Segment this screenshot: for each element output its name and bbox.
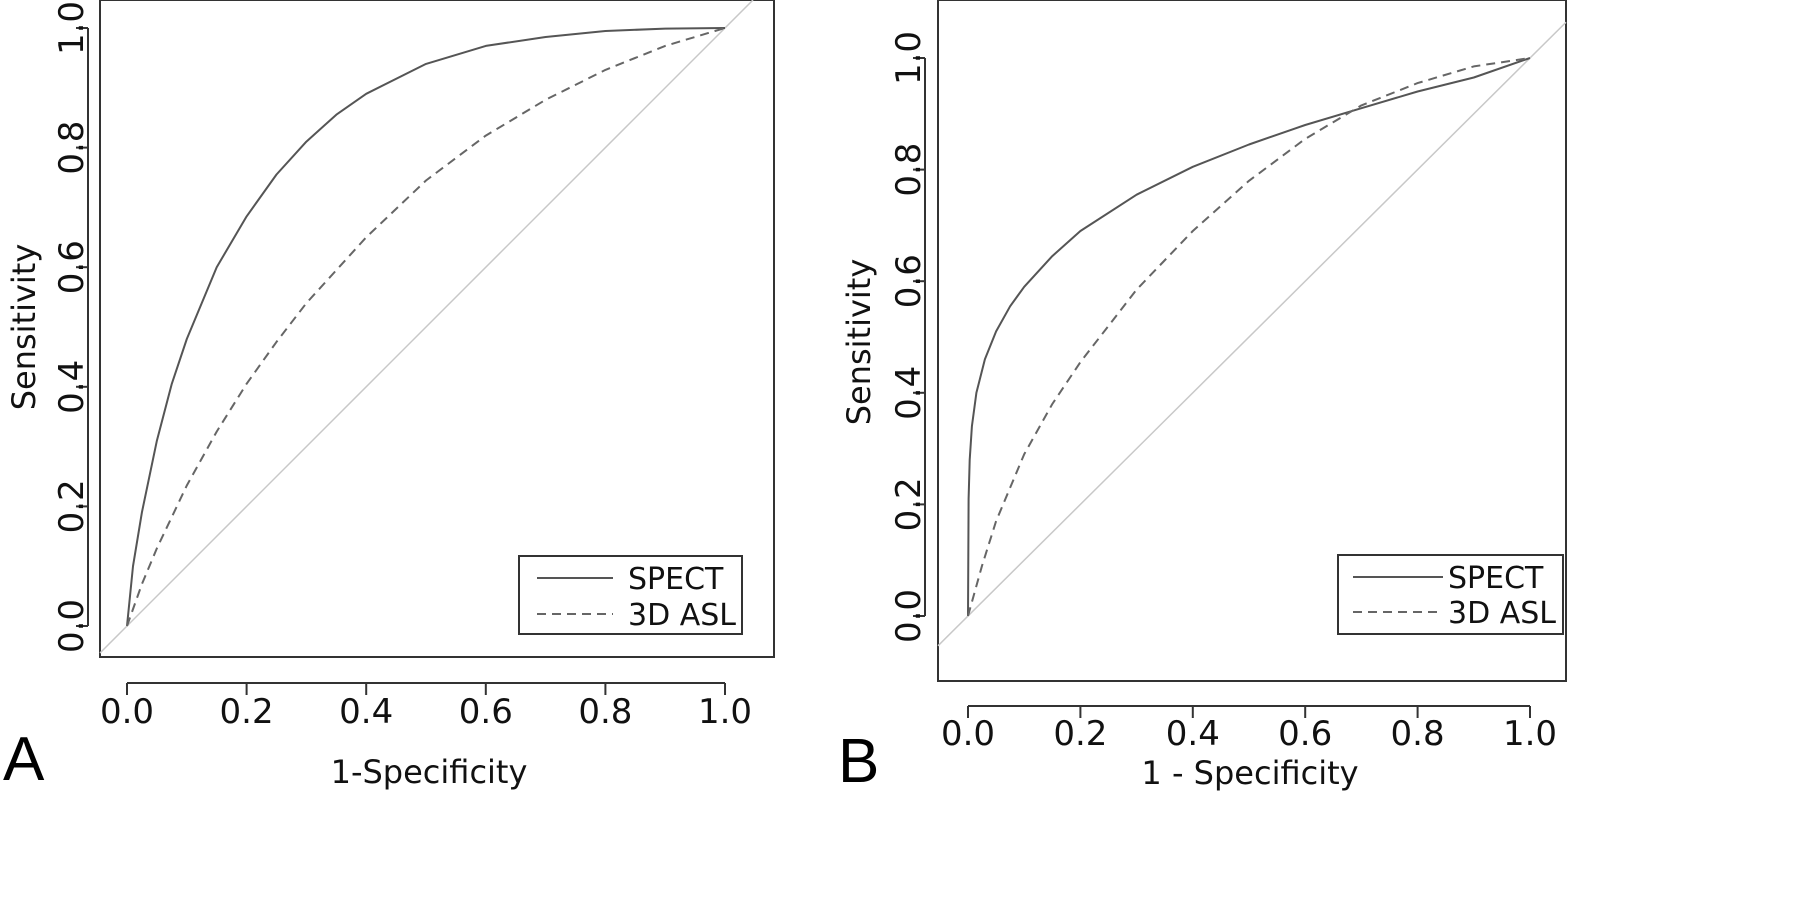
x-tick-label: 1.0 — [698, 692, 752, 732]
y-tick-label: 1.0 — [889, 31, 929, 85]
x-tick-label: 0.0 — [100, 692, 154, 732]
x-axis-label: 1-Specificity — [331, 753, 528, 791]
spect-roc-curve — [126, 27, 726, 627]
legend-label: SPECT — [628, 562, 724, 597]
panel-letter: A — [3, 725, 45, 794]
plot-frame — [99, 0, 775, 658]
legend-box — [1337, 554, 1564, 635]
y-tick-label: 0.4 — [889, 366, 929, 420]
x-tick-label: 0.4 — [339, 692, 393, 732]
reference-diagonal-line — [937, 21, 1567, 647]
x-tick-label: 0.4 — [1166, 714, 1220, 754]
y-tick-label: 0.4 — [52, 360, 92, 414]
y-tick-label: 0.6 — [889, 254, 929, 308]
x-tick-label: 0.0 — [941, 714, 995, 754]
y-tick-label: 0.2 — [889, 477, 929, 531]
plot-frame — [937, 0, 1567, 682]
roc-panel-a: Sensitivity 1-Specificity A 0.0 0.2 0.4 0.6… — [3, 0, 775, 794]
y-tick-label: 0.0 — [52, 599, 92, 653]
y-tick-label: 0.2 — [52, 479, 92, 533]
reference-diagonal-line — [99, 0, 754, 654]
x-tick-label: 0.8 — [1391, 714, 1445, 754]
y-tick-label: 1.0 — [52, 1, 92, 55]
y-tick-label: 0.8 — [52, 121, 92, 175]
asl-roc-curve — [126, 27, 726, 627]
asl-roc-curve — [967, 57, 1531, 617]
legend-label: 3D ASL — [628, 598, 736, 633]
y-tick-label: 0.6 — [52, 240, 92, 294]
y-axis-label: Sensitivity — [840, 259, 878, 426]
spect-roc-curve — [967, 57, 1531, 617]
x-tick-label: 0.6 — [459, 692, 513, 732]
x-tick-label: 0.8 — [578, 692, 632, 732]
y-tick-label: 0.0 — [889, 589, 929, 643]
y-tick-label: 0.8 — [889, 143, 929, 197]
x-tick-label: 0.2 — [220, 692, 274, 732]
legend-label: SPECT — [1448, 561, 1544, 596]
panel-letter: B — [838, 727, 879, 796]
roc-panel-b: Sensitivity 1 - Specificity B 0.0 0.2 0.4 0… — [838, 0, 1567, 796]
legend-box — [518, 555, 743, 635]
x-tick-label: 0.2 — [1053, 714, 1107, 754]
x-tick-label: 0.6 — [1278, 714, 1332, 754]
y-axis-label: Sensitivity — [5, 244, 43, 411]
legend-label: 3D ASL — [1448, 596, 1556, 631]
x-axis-label: 1 - Specificity — [1141, 754, 1358, 792]
x-tick-label: 1.0 — [1503, 714, 1557, 754]
